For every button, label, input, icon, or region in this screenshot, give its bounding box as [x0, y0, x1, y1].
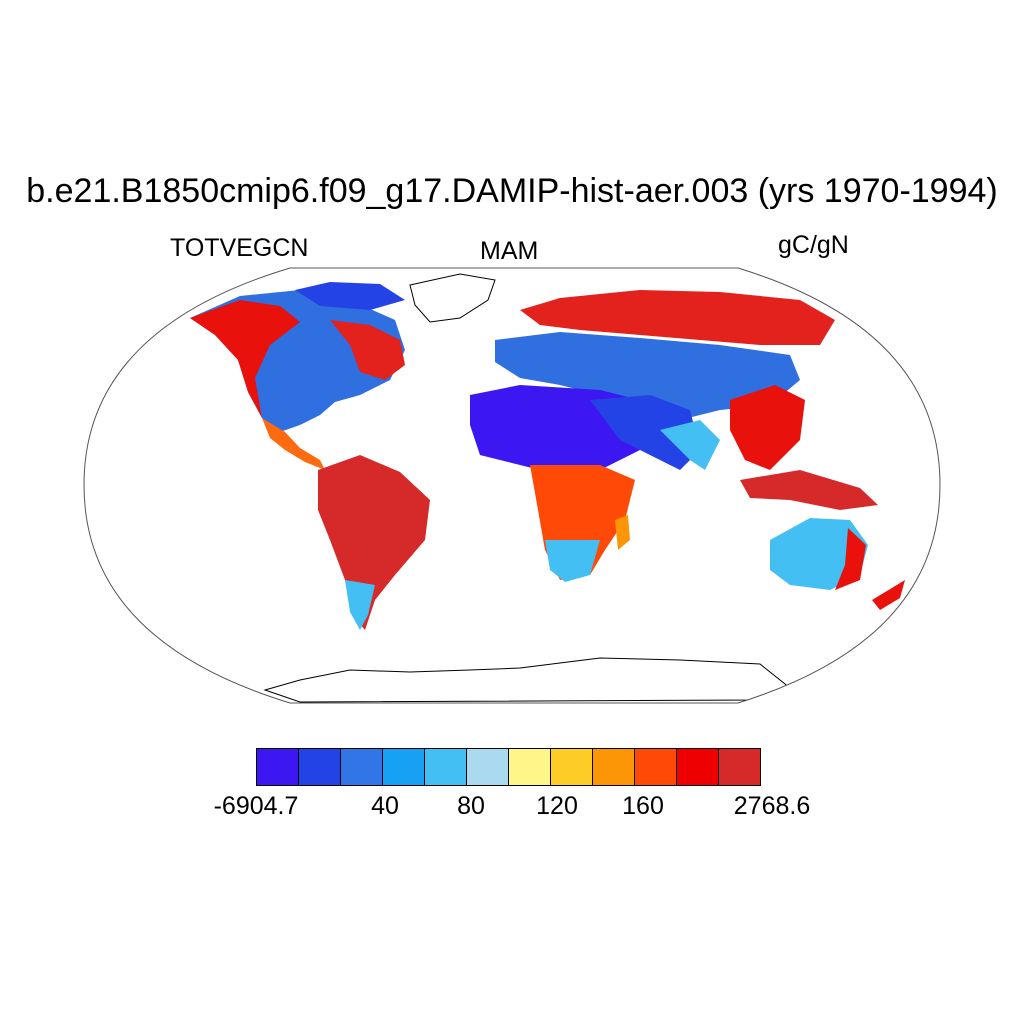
north-america-west-red — [190, 300, 300, 418]
india-region — [660, 420, 720, 470]
australia-east-red — [835, 528, 866, 590]
east-asia-red — [730, 385, 805, 470]
colorbar-swatch — [634, 748, 677, 786]
map-boundary — [83, 267, 941, 704]
colorbar-tick-label: 120 — [536, 792, 578, 820]
antarctica-outline — [263, 657, 791, 703]
colorbar-tick-label: 160 — [622, 792, 664, 820]
middle-east-region — [590, 395, 700, 470]
units-label: gC/gN — [778, 231, 849, 259]
greenland-outline — [409, 273, 496, 323]
colorbar-swatch — [340, 748, 383, 786]
madagascar — [615, 515, 630, 550]
season-label: MAM — [480, 237, 539, 265]
new-zealand — [872, 580, 905, 610]
colorbar-swatch — [466, 748, 509, 786]
colorbar-swatch — [256, 748, 299, 786]
colorbar-swatch — [676, 748, 719, 786]
eurasia-central — [495, 332, 800, 420]
north-america-east-red — [330, 320, 405, 380]
central-america-region — [262, 418, 325, 470]
colorbar-swatch — [298, 748, 341, 786]
south-america-south — [345, 580, 375, 630]
eurasia-north-red — [520, 290, 835, 345]
colorbar-swatch — [592, 748, 635, 786]
southeast-asia-islands — [740, 470, 878, 510]
colorbar-swatch — [382, 748, 425, 786]
colorbar — [256, 748, 772, 786]
colorbar-swatch — [718, 748, 761, 786]
colorbar-tick-label: -6904.7 — [213, 792, 299, 820]
land-field — [190, 273, 905, 703]
colorbar-swatch — [550, 748, 593, 786]
colorbar-swatch — [424, 748, 467, 786]
variable-label: TOTVEGCN — [170, 234, 309, 262]
colorbar-tick-label: 40 — [371, 792, 399, 820]
colorbar-swatch — [508, 748, 551, 786]
colorbar-tick-label: 2768.6 — [733, 792, 811, 820]
south-america-region — [318, 455, 430, 630]
colorbar-tick-label: 80 — [457, 792, 485, 820]
canada-arctic — [295, 282, 405, 310]
plot-title: b.e21.B1850cmip6.f09_g17.DAMIP-hist-aer.… — [26, 172, 998, 210]
africa-south — [545, 540, 600, 582]
